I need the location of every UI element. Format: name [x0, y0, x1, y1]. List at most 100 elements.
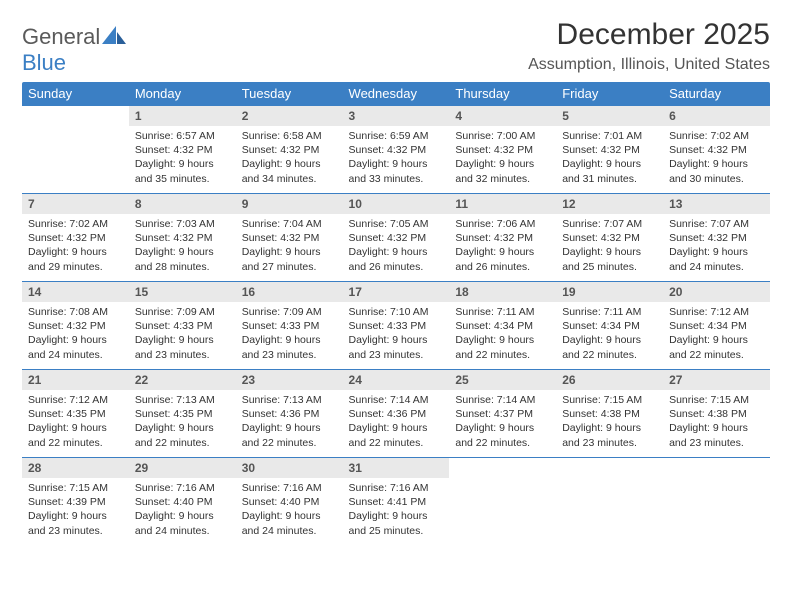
calendar-day-cell: 12Sunrise: 7:07 AMSunset: 4:32 PMDayligh…: [556, 194, 663, 282]
day-details: Sunrise: 7:04 AMSunset: 4:32 PMDaylight:…: [236, 214, 343, 280]
daylight-line: Daylight: 9 hours and 23 minutes.: [135, 334, 214, 360]
calendar-day-cell: 5Sunrise: 7:01 AMSunset: 4:32 PMDaylight…: [556, 106, 663, 194]
sunset-line: Sunset: 4:32 PM: [455, 144, 533, 156]
daylight-line: Daylight: 9 hours and 33 minutes.: [349, 158, 428, 184]
daylight-line: Daylight: 9 hours and 26 minutes.: [455, 246, 534, 272]
day-number: 27: [663, 370, 770, 390]
day-number: 4: [449, 106, 556, 126]
sunrise-line: Sunrise: 7:02 AM: [669, 130, 749, 142]
brand-text-general: General: [22, 24, 100, 49]
calendar-day-cell: 27Sunrise: 7:15 AMSunset: 4:38 PMDayligh…: [663, 370, 770, 458]
daylight-line: Daylight: 9 hours and 22 minutes.: [242, 422, 321, 448]
sunrise-line: Sunrise: 7:00 AM: [455, 130, 535, 142]
day-number: 20: [663, 282, 770, 302]
calendar-day-cell: [22, 106, 129, 194]
calendar-day-cell: 21Sunrise: 7:12 AMSunset: 4:35 PMDayligh…: [22, 370, 129, 458]
sunrise-line: Sunrise: 7:14 AM: [455, 394, 535, 406]
day-number: 11: [449, 194, 556, 214]
sunrise-line: Sunrise: 7:09 AM: [135, 306, 215, 318]
weekday-header: Saturday: [663, 82, 770, 106]
day-details: Sunrise: 7:11 AMSunset: 4:34 PMDaylight:…: [556, 302, 663, 368]
day-details: Sunrise: 7:07 AMSunset: 4:32 PMDaylight:…: [663, 214, 770, 280]
daylight-line: Daylight: 9 hours and 22 minutes.: [135, 422, 214, 448]
sunrise-line: Sunrise: 6:58 AM: [242, 130, 322, 142]
sunset-line: Sunset: 4:34 PM: [669, 320, 747, 332]
sunrise-line: Sunrise: 7:13 AM: [242, 394, 322, 406]
title-block: December 2025 Assumption, Illinois, Unit…: [528, 18, 770, 74]
sunset-line: Sunset: 4:32 PM: [135, 232, 213, 244]
calendar-day-cell: 11Sunrise: 7:06 AMSunset: 4:32 PMDayligh…: [449, 194, 556, 282]
daylight-line: Daylight: 9 hours and 30 minutes.: [669, 158, 748, 184]
calendar-day-cell: [663, 458, 770, 546]
day-details: Sunrise: 7:05 AMSunset: 4:32 PMDaylight:…: [343, 214, 450, 280]
day-number: 28: [22, 458, 129, 478]
day-details: Sunrise: 7:16 AMSunset: 4:40 PMDaylight:…: [236, 478, 343, 544]
day-details: Sunrise: 7:12 AMSunset: 4:34 PMDaylight:…: [663, 302, 770, 368]
day-number: 15: [129, 282, 236, 302]
daylight-line: Daylight: 9 hours and 23 minutes.: [669, 422, 748, 448]
daylight-line: Daylight: 9 hours and 28 minutes.: [135, 246, 214, 272]
daylight-line: Daylight: 9 hours and 23 minutes.: [349, 334, 428, 360]
calendar-day-cell: 8Sunrise: 7:03 AMSunset: 4:32 PMDaylight…: [129, 194, 236, 282]
day-number: 26: [556, 370, 663, 390]
day-details: Sunrise: 7:16 AMSunset: 4:40 PMDaylight:…: [129, 478, 236, 544]
sunset-line: Sunset: 4:34 PM: [455, 320, 533, 332]
sunrise-line: Sunrise: 7:12 AM: [28, 394, 108, 406]
calendar-day-cell: [556, 458, 663, 546]
day-details: Sunrise: 7:10 AMSunset: 4:33 PMDaylight:…: [343, 302, 450, 368]
calendar-day-cell: 31Sunrise: 7:16 AMSunset: 4:41 PMDayligh…: [343, 458, 450, 546]
daylight-line: Daylight: 9 hours and 24 minutes.: [135, 510, 214, 536]
day-number: 30: [236, 458, 343, 478]
calendar-day-cell: 30Sunrise: 7:16 AMSunset: 4:40 PMDayligh…: [236, 458, 343, 546]
day-details: Sunrise: 7:14 AMSunset: 4:37 PMDaylight:…: [449, 390, 556, 456]
page-title: December 2025: [528, 18, 770, 52]
calendar-week-row: 1Sunrise: 6:57 AMSunset: 4:32 PMDaylight…: [22, 106, 770, 194]
daylight-line: Daylight: 9 hours and 22 minutes.: [562, 334, 641, 360]
sunset-line: Sunset: 4:32 PM: [455, 232, 533, 244]
daylight-line: Daylight: 9 hours and 22 minutes.: [28, 422, 107, 448]
weekday-header: Tuesday: [236, 82, 343, 106]
sunset-line: Sunset: 4:38 PM: [562, 408, 640, 420]
brand-text-blue: Blue: [22, 50, 66, 75]
brand-logo: General Blue: [22, 24, 126, 76]
daylight-line: Daylight: 9 hours and 24 minutes.: [242, 510, 321, 536]
sunrise-line: Sunrise: 7:16 AM: [242, 482, 322, 494]
daylight-line: Daylight: 9 hours and 31 minutes.: [562, 158, 641, 184]
calendar-day-cell: 4Sunrise: 7:00 AMSunset: 4:32 PMDaylight…: [449, 106, 556, 194]
calendar-day-cell: 14Sunrise: 7:08 AMSunset: 4:32 PMDayligh…: [22, 282, 129, 370]
header: General Blue December 2025 Assumption, I…: [22, 18, 770, 76]
day-details: Sunrise: 7:16 AMSunset: 4:41 PMDaylight:…: [343, 478, 450, 544]
calendar-day-cell: 10Sunrise: 7:05 AMSunset: 4:32 PMDayligh…: [343, 194, 450, 282]
day-details: Sunrise: 7:01 AMSunset: 4:32 PMDaylight:…: [556, 126, 663, 192]
calendar-day-cell: 29Sunrise: 7:16 AMSunset: 4:40 PMDayligh…: [129, 458, 236, 546]
sunset-line: Sunset: 4:37 PM: [455, 408, 533, 420]
sunset-line: Sunset: 4:33 PM: [135, 320, 213, 332]
weekday-header: Thursday: [449, 82, 556, 106]
sunset-line: Sunset: 4:39 PM: [28, 496, 106, 508]
calendar-day-cell: 25Sunrise: 7:14 AMSunset: 4:37 PMDayligh…: [449, 370, 556, 458]
weekday-header-row: Sunday Monday Tuesday Wednesday Thursday…: [22, 82, 770, 106]
sunset-line: Sunset: 4:32 PM: [135, 144, 213, 156]
day-details: Sunrise: 7:07 AMSunset: 4:32 PMDaylight:…: [556, 214, 663, 280]
daylight-line: Daylight: 9 hours and 23 minutes.: [562, 422, 641, 448]
location-subtitle: Assumption, Illinois, United States: [528, 56, 770, 74]
sunset-line: Sunset: 4:33 PM: [242, 320, 320, 332]
day-number: 7: [22, 194, 129, 214]
brand-sail-icon: [102, 26, 126, 44]
day-details: Sunrise: 7:11 AMSunset: 4:34 PMDaylight:…: [449, 302, 556, 368]
day-number: 19: [556, 282, 663, 302]
sunset-line: Sunset: 4:35 PM: [28, 408, 106, 420]
day-number: 23: [236, 370, 343, 390]
day-number: 6: [663, 106, 770, 126]
sunset-line: Sunset: 4:32 PM: [669, 232, 747, 244]
calendar-day-cell: 19Sunrise: 7:11 AMSunset: 4:34 PMDayligh…: [556, 282, 663, 370]
day-details: Sunrise: 7:00 AMSunset: 4:32 PMDaylight:…: [449, 126, 556, 192]
sunset-line: Sunset: 4:32 PM: [242, 232, 320, 244]
day-details: Sunrise: 7:09 AMSunset: 4:33 PMDaylight:…: [236, 302, 343, 368]
day-number: 3: [343, 106, 450, 126]
sunrise-line: Sunrise: 7:16 AM: [135, 482, 215, 494]
sunset-line: Sunset: 4:36 PM: [242, 408, 320, 420]
calendar-week-row: 7Sunrise: 7:02 AMSunset: 4:32 PMDaylight…: [22, 194, 770, 282]
sunrise-line: Sunrise: 7:15 AM: [669, 394, 749, 406]
daylight-line: Daylight: 9 hours and 22 minutes.: [669, 334, 748, 360]
